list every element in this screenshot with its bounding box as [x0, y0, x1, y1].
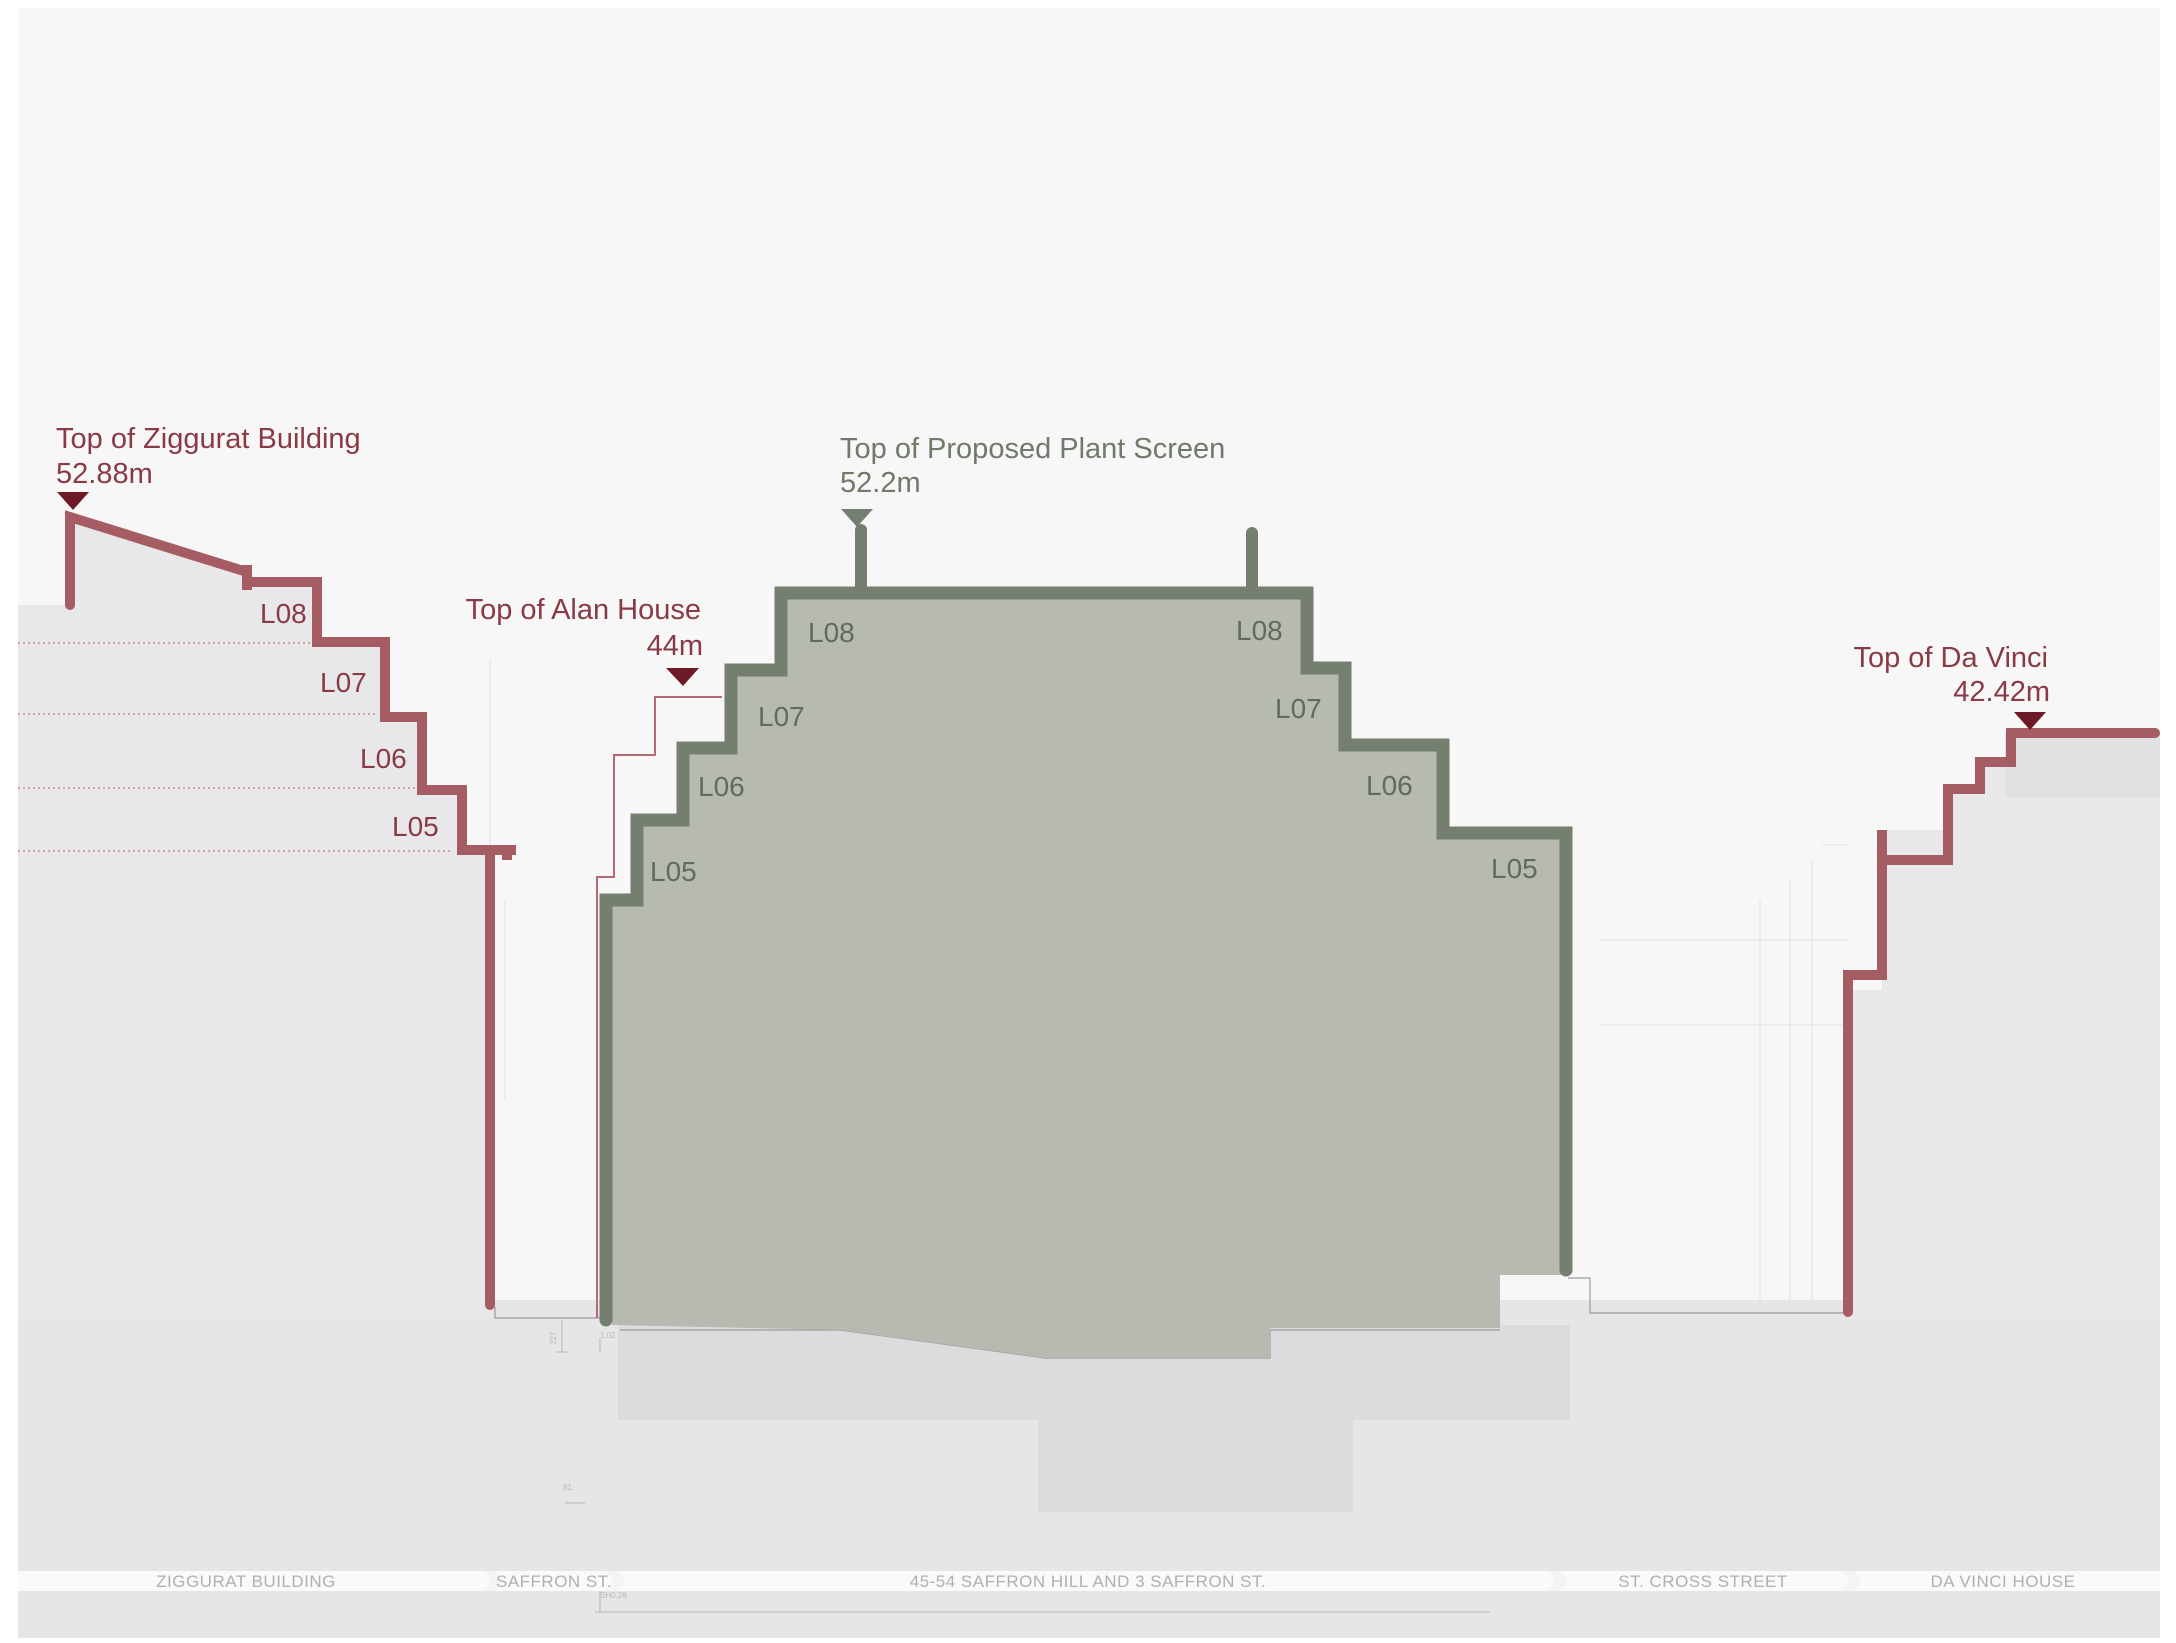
da-vinci-height-marker-icon — [2014, 712, 2046, 730]
alan-house-height-title: Top of Alan House — [466, 594, 701, 626]
da-vinci-height-title: Top of Da Vinci — [1853, 642, 2048, 674]
da-vinci-roof-mass — [2005, 732, 2160, 797]
da-vinci-mass — [1848, 735, 2160, 1318]
ziggurat-height-marker-icon — [57, 492, 89, 510]
proposed-right-level-l08: L08 — [1236, 615, 1283, 646]
proposed-right-level-l05: L05 — [1491, 853, 1538, 884]
da-vinci-outline — [1843, 728, 2160, 1317]
strip-segment-saffron-st — [496, 1571, 614, 1591]
proposed-building-mass — [612, 593, 1570, 1358]
ziggurat-level-l08: L08 — [260, 598, 307, 629]
dimension-label-2: 1.02 — [600, 1331, 616, 1340]
dimension-marks — [556, 1320, 1490, 1613]
dimension-label-3: 81 — [563, 1483, 572, 1492]
dimension-label-1: 227 — [549, 1331, 558, 1345]
ziggurat-height-title: Top of Ziggurat Building — [56, 423, 361, 455]
ziggurat-floor-lines — [18, 642, 452, 852]
strip-label-saffron-st: SAFFRON ST. — [496, 1572, 612, 1591]
proposed-right-level-l07: L07 — [1275, 693, 1322, 724]
plant-screen-height-marker-icon — [841, 509, 873, 527]
ziggurat-level-l06: L06 — [360, 743, 407, 774]
alan-house-outline — [596, 696, 722, 1318]
strip-label-st-cross-street: ST. CROSS STREET — [1618, 1572, 1788, 1591]
strip-segment-da-vinci — [1854, 1571, 2160, 1591]
proposed-left-level-l08: L08 — [808, 617, 855, 648]
basement-lower — [1038, 1420, 1353, 1512]
strip-label-da-vinci-house: DA VINCI HOUSE — [1931, 1572, 2076, 1591]
ziggurat-height-value: 52.88m — [56, 458, 153, 490]
proposed-left-level-l06: L06 — [698, 771, 745, 802]
street-strip: ZIGGURAT BUILDING SAFFRON ST. 45-54 SAFF… — [18, 1571, 2160, 1591]
strip-label-proposed-site: 45-54 SAFFRON HILL AND 3 SAFFRON ST. — [910, 1572, 1267, 1591]
dimension-label-4: SH0.28 — [600, 1591, 627, 1600]
plant-screen-height-value: 52.2m — [840, 467, 921, 499]
ziggurat-level-l05: L05 — [392, 811, 439, 842]
strip-segment-ziggurat — [18, 1571, 492, 1591]
alan-house-height-marker-icon — [666, 668, 699, 686]
proposed-left-level-l05: L05 — [650, 856, 697, 887]
ziggurat-level-l07: L07 — [320, 667, 367, 698]
proposed-building-outline — [599, 586, 1573, 1327]
proposed-right-level-l06: L06 — [1366, 770, 1413, 801]
strip-label-ziggurat-building: ZIGGURAT BUILDING — [156, 1572, 336, 1591]
da-vinci-height-value: 42.42m — [1953, 676, 2050, 708]
strip-segment-st-cross — [1560, 1571, 1850, 1591]
strip-segment-proposed — [618, 1571, 1556, 1591]
ziggurat-mass — [18, 515, 490, 1318]
plant-screen-height-title: Top of Proposed Plant Screen — [840, 433, 1225, 465]
alan-house-height-value: 44m — [647, 630, 703, 662]
proposed-left-level-l07: L07 — [758, 701, 805, 732]
